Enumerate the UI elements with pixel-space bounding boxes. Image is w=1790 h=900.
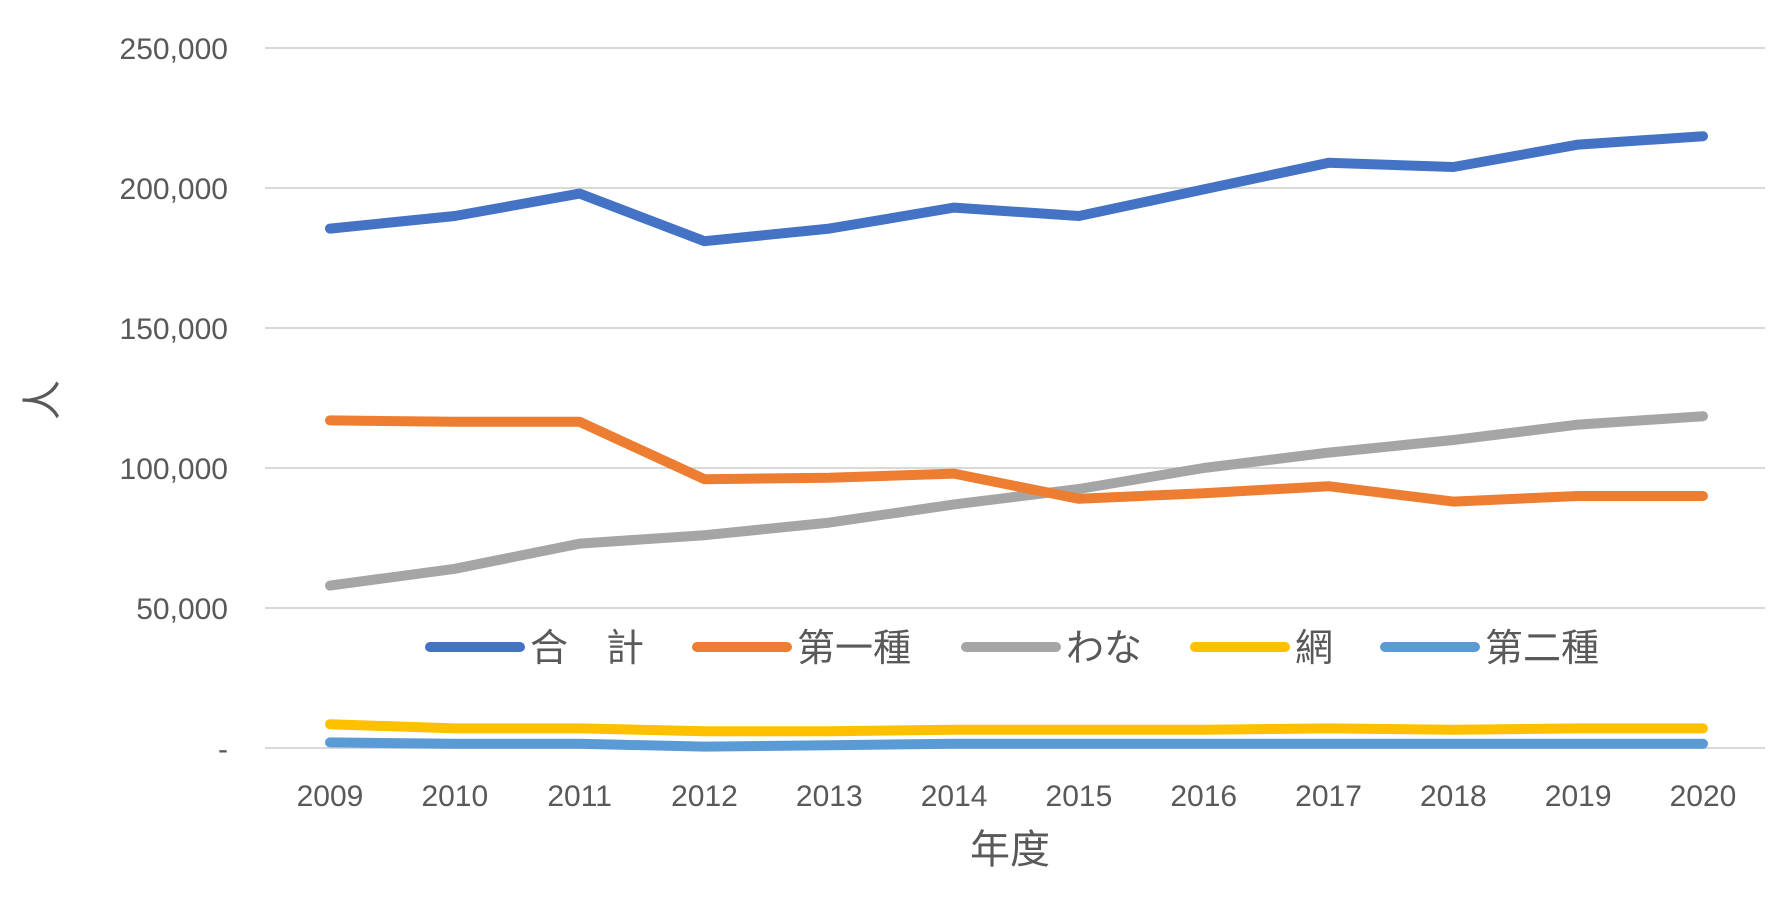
x-axis-tick-labels: 2009 2010 2011 2012 2013 2014 2015 2016 2017 2018… bbox=[297, 780, 1737, 813]
x-axis-title: 年度 bbox=[970, 827, 1050, 873]
y-tick-label: 250,000 bbox=[120, 33, 228, 66]
legend-label: 合 計 bbox=[530, 626, 644, 670]
x-tick-label: 2012 bbox=[671, 780, 738, 813]
x-tick-label: 2020 bbox=[1670, 780, 1737, 813]
x-tick-label: 2013 bbox=[796, 780, 863, 813]
y-axis-tick-labels: - 50,000 100,000 150,000 200,000 250,000 bbox=[120, 33, 228, 766]
x-tick-label: 2016 bbox=[1170, 780, 1237, 813]
y-tick-label: 100,000 bbox=[120, 453, 228, 486]
x-tick-label: 2014 bbox=[921, 780, 988, 813]
y-axis-title: 人 bbox=[20, 380, 66, 420]
x-tick-label: 2018 bbox=[1420, 780, 1487, 813]
series-line bbox=[325, 737, 1708, 752]
y-tick-label: 50,000 bbox=[136, 593, 228, 626]
legend: 合 計 第一種 わな 網 第二種 bbox=[425, 626, 1599, 670]
legend-label: 第二種 bbox=[1485, 626, 1599, 670]
x-tick-label: 2017 bbox=[1295, 780, 1362, 813]
series-line bbox=[325, 719, 1708, 737]
series-line bbox=[325, 415, 1708, 507]
y-tick-label: 200,000 bbox=[120, 173, 228, 206]
x-tick-label: 2010 bbox=[421, 780, 488, 813]
x-tick-label: 2015 bbox=[1046, 780, 1113, 813]
series-line bbox=[325, 411, 1708, 591]
x-tick-label: 2011 bbox=[547, 780, 612, 813]
legend-label: 網 bbox=[1295, 626, 1333, 670]
series-line bbox=[325, 131, 1708, 247]
legend-label: わな bbox=[1066, 626, 1142, 670]
legend-label: 第一種 bbox=[797, 626, 911, 670]
series-lines bbox=[325, 131, 1708, 752]
y-tick-label: 150,000 bbox=[120, 313, 228, 346]
y-tick-label: - bbox=[218, 733, 228, 766]
x-tick-label: 2019 bbox=[1545, 780, 1612, 813]
x-tick-label: 2009 bbox=[297, 780, 364, 813]
